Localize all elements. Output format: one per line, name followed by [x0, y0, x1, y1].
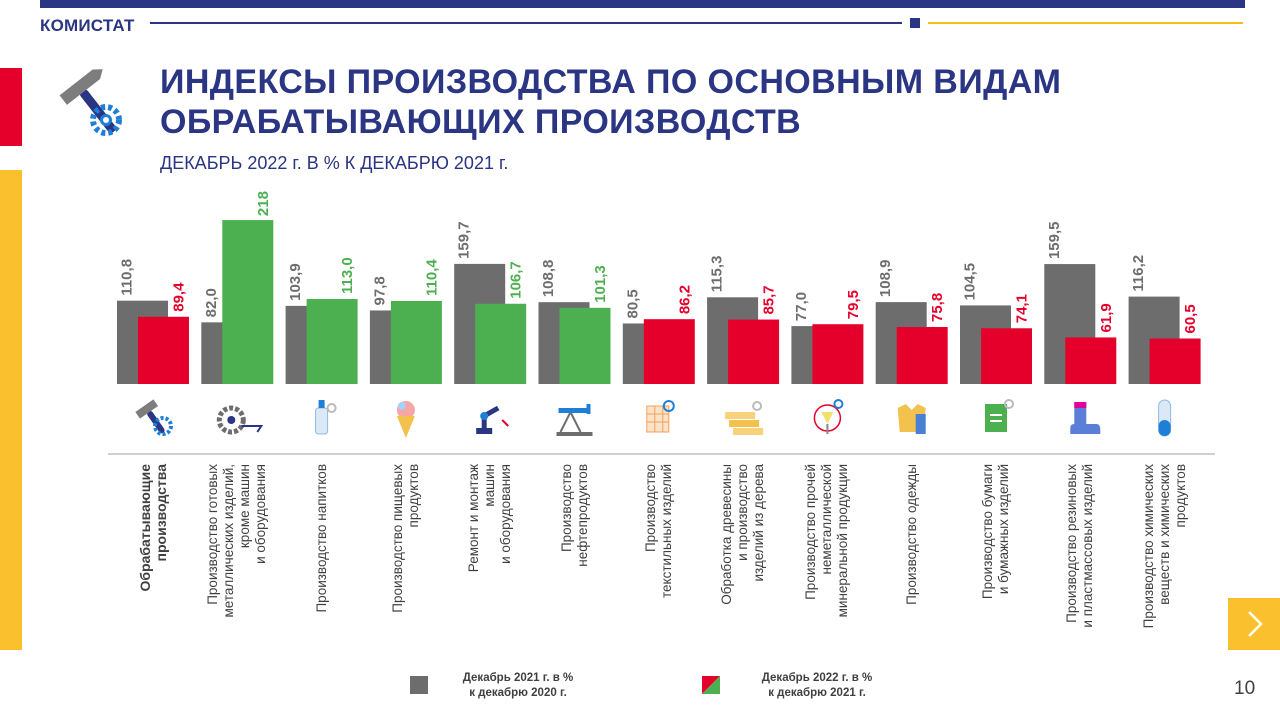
clothes-icon: [897, 404, 926, 434]
hammer-gear-icon: [59, 69, 122, 136]
category-label: Производство химических веществ и химиче…: [1140, 464, 1188, 629]
category-label: Производство пищевых продуктов: [389, 464, 421, 613]
bar-2022: [728, 319, 780, 384]
top-bar: [40, 0, 1245, 8]
glass-icon: [813, 399, 844, 434]
category-label: Производство текстильных изделий: [642, 464, 674, 598]
legend-swatch-2021: [410, 676, 428, 694]
bar-2022: [390, 300, 442, 384]
value-label-2022: 106,7: [508, 261, 525, 299]
bar-2022: [981, 328, 1032, 384]
bar-2022: [222, 220, 274, 384]
value-label-2021: 108,9: [877, 260, 894, 298]
value-label-2022: 113,0: [339, 257, 356, 294]
value-label-2021: 115,3: [709, 256, 726, 293]
value-label-2022: 60,5: [1182, 304, 1199, 333]
oil-pump-icon: [556, 404, 593, 436]
category-label: Производство прочей неметаллической мине…: [803, 464, 851, 618]
test-tube-icon: [1158, 399, 1172, 437]
title-line-2: ОБРАБАТЫВАЮЩИХ ПРОИЗВОДСТВ: [160, 103, 802, 141]
header-line: [150, 22, 902, 24]
value-label-2022: 75,8: [929, 293, 946, 322]
value-label-2021: 97,8: [371, 276, 388, 305]
value-label-2021: 80,5: [624, 289, 641, 318]
side-strip-red: [0, 68, 22, 146]
category-label: Обрабатывающие производства: [137, 464, 169, 592]
bar-2022: [138, 316, 189, 384]
category-label: Производство резиновых и пластмассовых и…: [1064, 464, 1096, 628]
value-label-2022: 86,2: [676, 285, 693, 314]
textile-icon: [646, 400, 675, 433]
value-label-2022: 218: [255, 191, 272, 216]
value-label-2022: 61,9: [1098, 303, 1115, 332]
legend-label-2022: Декабрь 2022 г. в % к декабрю 2021 г.: [761, 672, 873, 699]
gears-icon: [216, 405, 264, 435]
value-label-2021: 108,8: [540, 260, 557, 298]
value-label-2021: 103,9: [287, 263, 304, 301]
legend-swatch-2022: [702, 676, 720, 694]
bar-2022: [475, 303, 527, 384]
side-strip-yellow: [0, 170, 22, 650]
value-label-2022: 85,7: [761, 285, 778, 314]
value-label-2021: 159,7: [456, 221, 473, 259]
category-label: Обработка древесины и производство издел…: [719, 464, 767, 605]
value-label-2021: 104,5: [962, 263, 979, 301]
header-accent-line: [928, 22, 1243, 24]
value-label-2021: 82,0: [203, 288, 220, 317]
wood-planks-icon: [725, 401, 764, 435]
value-label-2022: 74,1: [1014, 294, 1031, 323]
bar-2022: [559, 307, 611, 384]
bar-2022: [1149, 338, 1201, 384]
value-label-2022: 101,3: [592, 265, 609, 303]
rubber-boot-icon: [1070, 402, 1101, 434]
header-square: [910, 18, 920, 28]
bar-2022: [306, 299, 358, 384]
category-label: Производство готовых металлических издел…: [205, 464, 269, 618]
next-slide-button[interactable]: [1228, 598, 1280, 650]
category-label: Производство напитков: [313, 464, 329, 613]
bar-2022: [643, 319, 695, 384]
legend-label-2021: Декабрь 2021 г. в % к декабрю 2020 г.: [462, 672, 574, 699]
value-label-2021: 159,5: [1046, 222, 1063, 260]
robot-arm-icon: [476, 405, 509, 434]
chevron-right-icon: [1248, 611, 1263, 637]
value-label-2021: 110,8: [119, 259, 136, 296]
page-number: 10: [1234, 678, 1256, 699]
value-label-2022: 110,4: [423, 259, 440, 296]
title-line-1: ИНДЕКСЫ ПРОИЗВОДСТВА ПО ОСНОВНЫМ ВИДАМ: [160, 63, 1062, 101]
bar-2022: [896, 326, 948, 384]
bar-2022: [812, 324, 864, 384]
brand-name: КОМИСТАТ: [40, 16, 135, 35]
bottle-icon: [315, 400, 337, 435]
bar-2022: [1065, 337, 1117, 384]
page-subtitle: ДЕКАБРЬ 2022 г. В % К ДЕКАБРЮ 2021 г.: [160, 153, 509, 173]
category-label: Производство нефтепродуктов: [558, 464, 590, 567]
paper-icon: [985, 399, 1014, 432]
category-label: Производство одежды: [903, 464, 919, 605]
page-title: ИНДЕКСЫ ПРОИЗВОДСТВА ПО ОСНОВНЫМ ВИДАМ О…: [160, 62, 1160, 142]
category-label: Производство бумаги и бумажных изделий: [980, 464, 1011, 600]
value-label-2022: 79,5: [845, 290, 862, 319]
value-label-2021: 116,2: [1130, 255, 1147, 292]
value-label-2022: 89,4: [171, 282, 188, 312]
ice-cream-icon: [396, 401, 415, 438]
value-label-2021: 77,0: [793, 292, 810, 321]
hammer-gear-icon: [135, 399, 173, 436]
category-label: Ремонт и монтаж машин и оборудования: [466, 464, 514, 573]
